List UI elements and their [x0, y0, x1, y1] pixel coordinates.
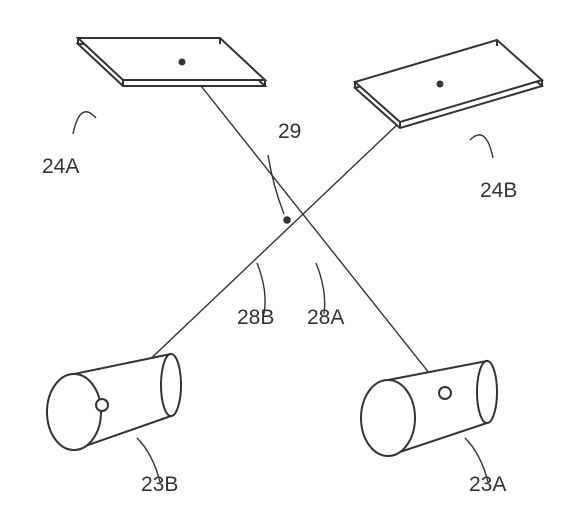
label-23B: 23B — [141, 473, 178, 497]
diagram-canvas — [0, 0, 575, 512]
label-24B: 24B — [480, 179, 517, 203]
label-29: 29 — [278, 120, 301, 144]
label-28B: 28B — [237, 306, 274, 330]
label-24A: 24A — [42, 155, 79, 179]
label-28A: 28A — [307, 306, 344, 330]
label-23A: 23A — [469, 473, 506, 497]
